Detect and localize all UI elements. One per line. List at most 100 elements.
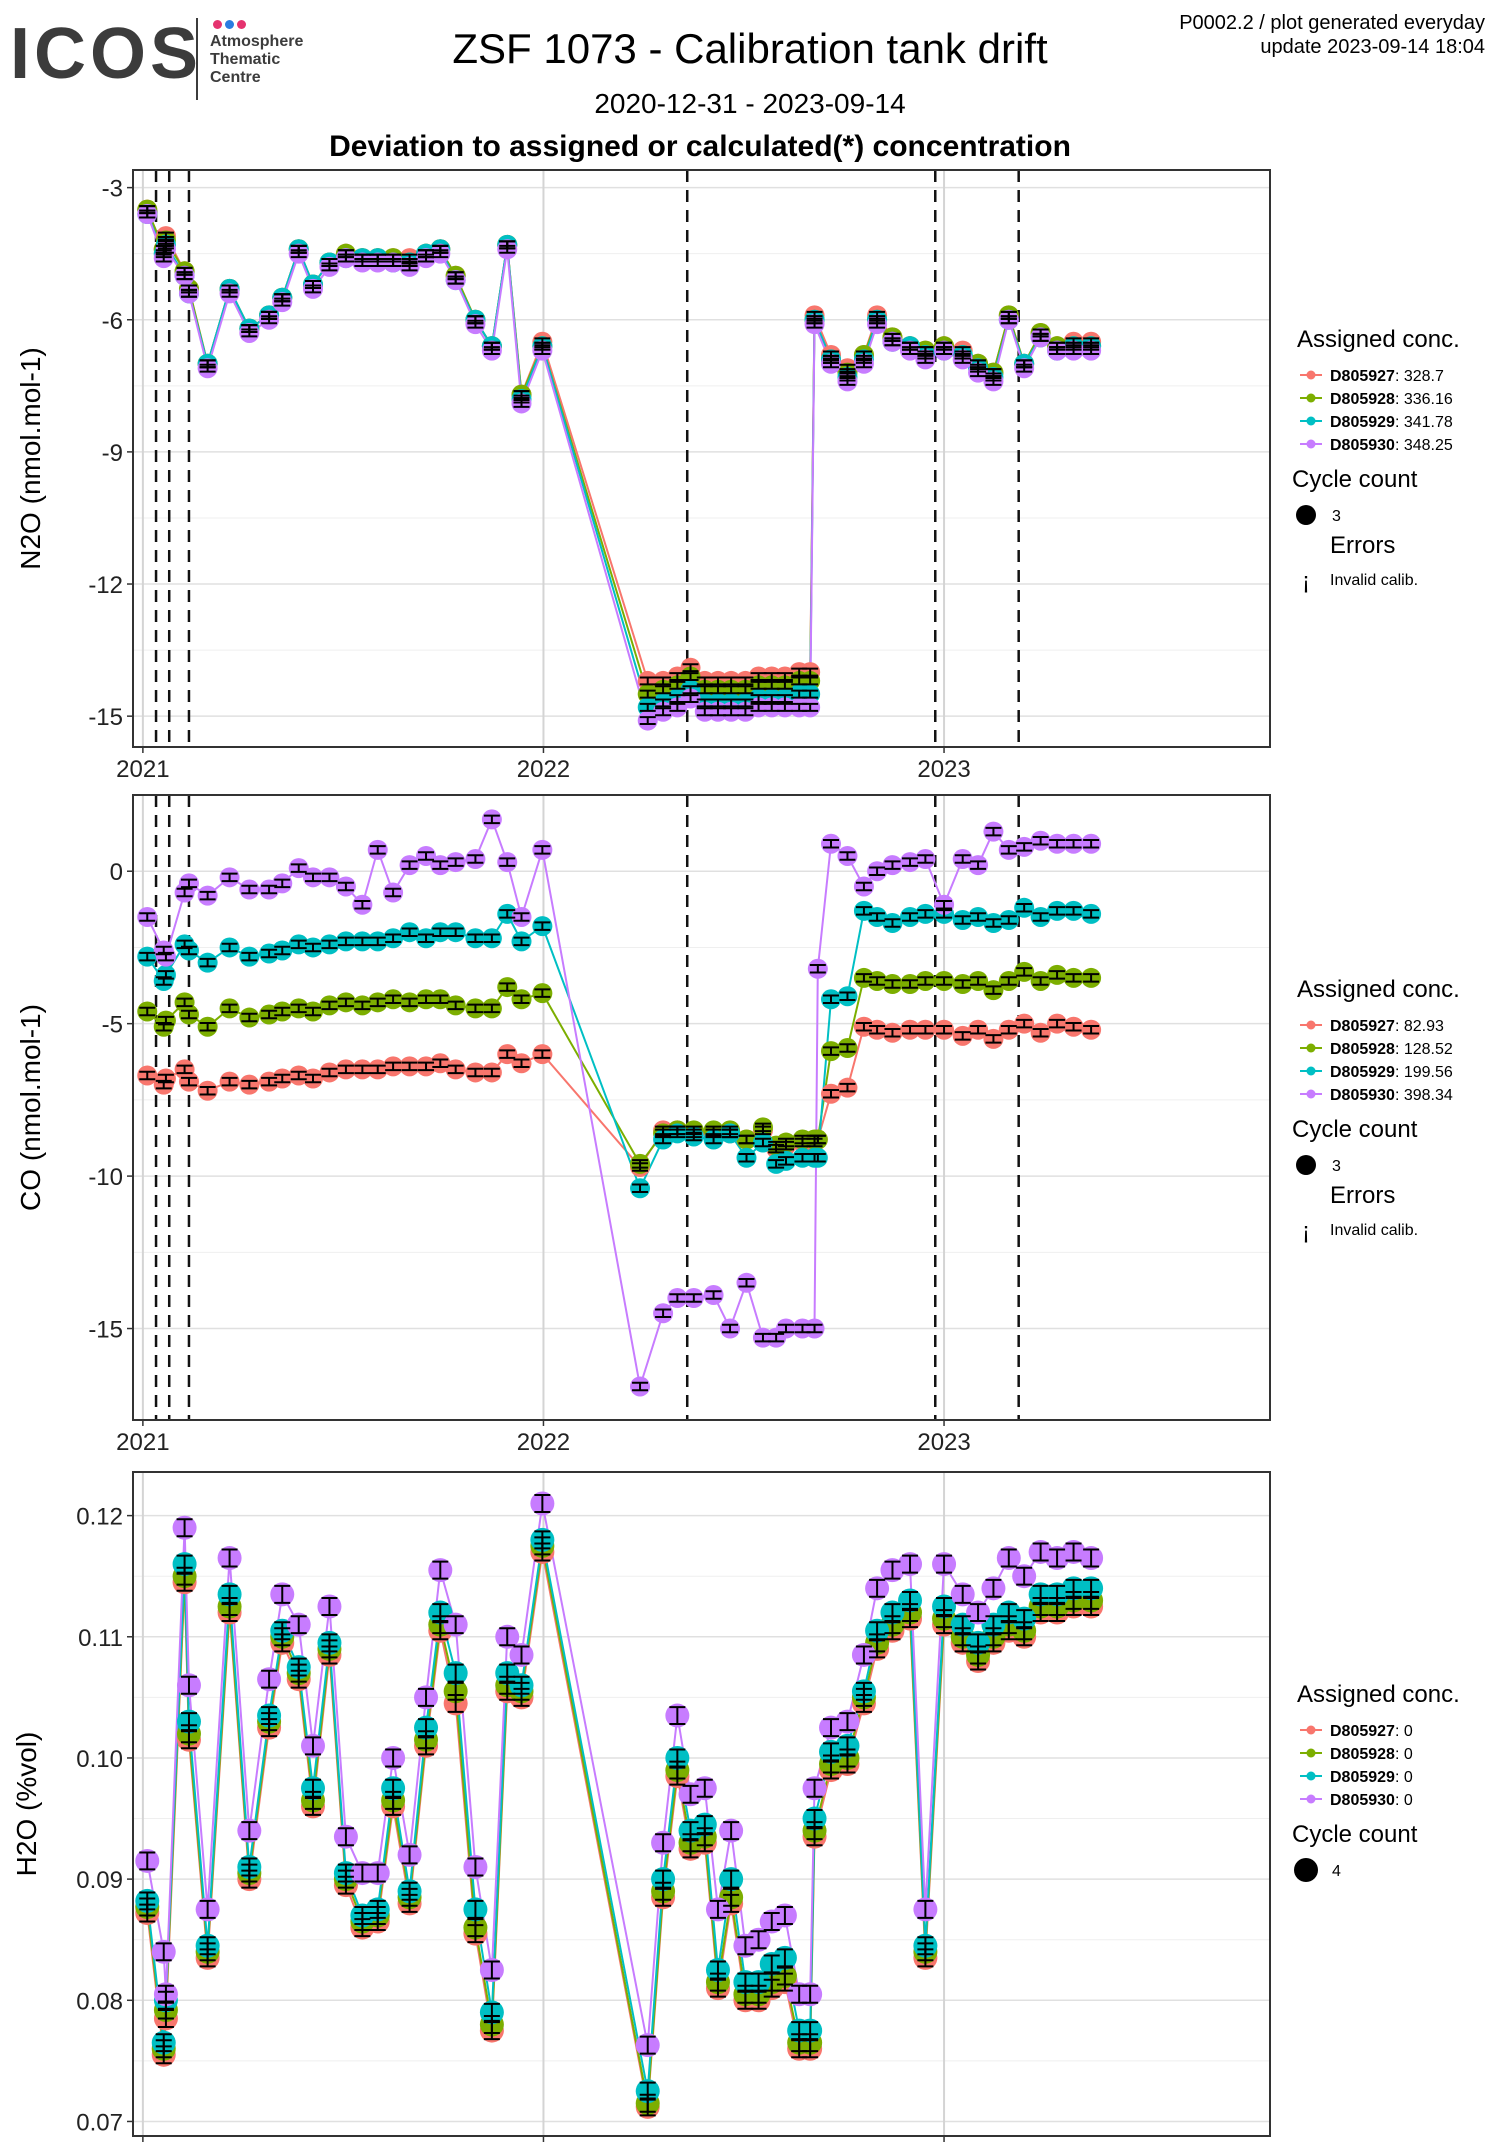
legend-entry-value: : 0 bbox=[1395, 1723, 1413, 1740]
legend-cycle-point bbox=[1296, 505, 1316, 525]
legend-entry-name: D805929 bbox=[1330, 1064, 1395, 1081]
legend-invalid-symbol: ¡ bbox=[1302, 1218, 1310, 1245]
y-tick-label: 0.11 bbox=[78, 1625, 123, 1652]
legend-entry-value: : 128.52 bbox=[1395, 1041, 1453, 1058]
panel-border bbox=[132, 169, 1271, 748]
y-tick-label: 0.07 bbox=[76, 2109, 123, 2136]
generation-note: P0002.2 / plot generated everyday bbox=[1179, 12, 1485, 34]
legend-entry: D805929: 341.78 bbox=[1330, 414, 1453, 431]
legend-key-point bbox=[1306, 1794, 1316, 1804]
legend-title-cycle: Cycle count bbox=[1292, 1821, 1418, 1848]
y-tick-label: -9 bbox=[102, 440, 123, 467]
legend-entry: D805930: 0 bbox=[1330, 1792, 1413, 1809]
y-tick-label: 0 bbox=[110, 859, 123, 886]
legend-key-point bbox=[1306, 1748, 1316, 1758]
y-tick-label: -15 bbox=[88, 1317, 123, 1344]
legend-entry-value: : 0 bbox=[1395, 1746, 1413, 1763]
series-line bbox=[146, 213, 1092, 709]
y-tick-label: -12 bbox=[88, 572, 123, 599]
series-line bbox=[146, 213, 1092, 723]
legend-entry: D805930: 348.25 bbox=[1330, 437, 1453, 454]
legend-entry: D805927: 82.93 bbox=[1330, 1018, 1444, 1035]
page-title: ZSF 1073 - Calibration tank drift bbox=[452, 25, 1048, 72]
legend-invalid-symbol: ¡ bbox=[1302, 568, 1310, 595]
y-tick-label: 0.10 bbox=[76, 1746, 123, 1773]
legend-entry: D805928: 128.52 bbox=[1330, 1041, 1453, 1058]
logo-dot-icon bbox=[225, 20, 234, 29]
chart-subtitle: Deviation to assigned or calculated(*) c… bbox=[329, 130, 1071, 163]
legend-key-point bbox=[1306, 393, 1316, 403]
update-timestamp: update 2023-09-14 18:04 bbox=[1260, 36, 1485, 58]
legend-invalid-label: Invalid calib. bbox=[1330, 572, 1418, 589]
y-tick-label: -15 bbox=[88, 704, 123, 731]
y-tick-label: 0.08 bbox=[76, 1988, 123, 2015]
legend-entry-value: : 336.16 bbox=[1395, 391, 1453, 408]
x-tick-label: 2022 bbox=[517, 1429, 570, 1456]
legend-key-point bbox=[1306, 1043, 1316, 1053]
legend-title-errors: Errors bbox=[1330, 532, 1395, 559]
logo-dots-icon bbox=[213, 16, 249, 34]
legend-entry-value: : 328.7 bbox=[1395, 368, 1444, 385]
legend-entry-value: : 0 bbox=[1395, 1792, 1413, 1809]
legend-entry-name: D805927 bbox=[1330, 1723, 1395, 1740]
logo-dot-icon bbox=[237, 20, 246, 29]
legend-key-point bbox=[1306, 416, 1316, 426]
legend-entry-name: D805929 bbox=[1330, 1769, 1395, 1786]
legend-title-cycle: Cycle count bbox=[1292, 466, 1418, 493]
y-axis-label: N2O (nmol.mol-1) bbox=[15, 347, 46, 569]
legend-cycle-value: 4 bbox=[1332, 1863, 1341, 1880]
legend-entry: D805929: 0 bbox=[1330, 1769, 1413, 1786]
legend-cycle-point bbox=[1294, 1858, 1318, 1882]
legend-entry-name: D805927 bbox=[1330, 1018, 1395, 1035]
logo-dot-icon bbox=[213, 20, 222, 29]
x-tick-label: 2021 bbox=[116, 1429, 169, 1456]
y-tick-label: -3 bbox=[102, 176, 123, 203]
y-tick-label: -10 bbox=[88, 1164, 123, 1191]
legend-title-assigned: Assigned conc. bbox=[1297, 1681, 1460, 1708]
legend-title-assigned: Assigned conc. bbox=[1297, 326, 1460, 353]
legend-key-point bbox=[1306, 439, 1316, 449]
legend-entry: D805927: 0 bbox=[1330, 1723, 1413, 1740]
panel-1: 0 -5 -10 -15 2021 2022 2023 CO (nmol.mol-1) bbox=[15, 794, 1271, 1456]
legend-entry-value: : 0 bbox=[1395, 1769, 1413, 1786]
y-tick-label: -6 bbox=[102, 308, 123, 335]
legend-entry-name: D805928 bbox=[1330, 1041, 1395, 1058]
legend-entry-name: D805929 bbox=[1330, 414, 1395, 431]
series-line bbox=[146, 1022, 1092, 1169]
x-tick-label: 2021 bbox=[116, 756, 169, 783]
logo-sub-line-2: Thematic bbox=[210, 51, 281, 68]
legend-invalid-label: Invalid calib. bbox=[1330, 1222, 1418, 1239]
y-tick-label: 0.09 bbox=[76, 1867, 123, 1894]
icos-logo: ICOS bbox=[10, 14, 203, 94]
legend-entry: D805927: 328.7 bbox=[1330, 368, 1444, 385]
legend-entry: D805928: 0 bbox=[1330, 1746, 1413, 1763]
legend-entry: D805930: 398.34 bbox=[1330, 1087, 1453, 1104]
legend-entry-name: D805930 bbox=[1330, 1792, 1395, 1809]
legend-key-point bbox=[1306, 1771, 1316, 1781]
x-tick-label: 2023 bbox=[917, 1429, 970, 1456]
panel-0: -3 -6 -9 -12 -15 2021 2022 2023 N2O (nmol.mol-1) bbox=[15, 169, 1271, 783]
y-tick-label: -5 bbox=[102, 1012, 123, 1039]
legend-title-cycle: Cycle count bbox=[1292, 1116, 1418, 1143]
legend-entry-name: D805930 bbox=[1330, 1087, 1395, 1104]
legend-entry-value: : 199.56 bbox=[1395, 1064, 1453, 1081]
panel-border bbox=[132, 794, 1271, 1421]
panel-2: 0.070.080.090.100.110.12202120222023H2O … bbox=[11, 1471, 1271, 2142]
legend-entry-value: : 348.25 bbox=[1395, 437, 1453, 454]
logo-sub-line-3: Centre bbox=[210, 69, 261, 86]
legend-entry-name: D805928 bbox=[1330, 1746, 1395, 1763]
legend-title-errors: Errors bbox=[1330, 1182, 1395, 1209]
legend-key-point bbox=[1306, 1725, 1316, 1735]
y-axis-label: CO (nmol.mol-1) bbox=[15, 1004, 46, 1211]
legend-entry-value: : 82.93 bbox=[1395, 1018, 1444, 1035]
legend-key-point bbox=[1306, 370, 1316, 380]
legend-entry-value: : 398.34 bbox=[1395, 1087, 1453, 1104]
x-tick-label: 2023 bbox=[917, 756, 970, 783]
logo-subtitle: Atmosphere Thematic Centre bbox=[210, 33, 303, 87]
legend-entry-name: D805930 bbox=[1330, 437, 1395, 454]
legend-key-point bbox=[1306, 1020, 1316, 1030]
